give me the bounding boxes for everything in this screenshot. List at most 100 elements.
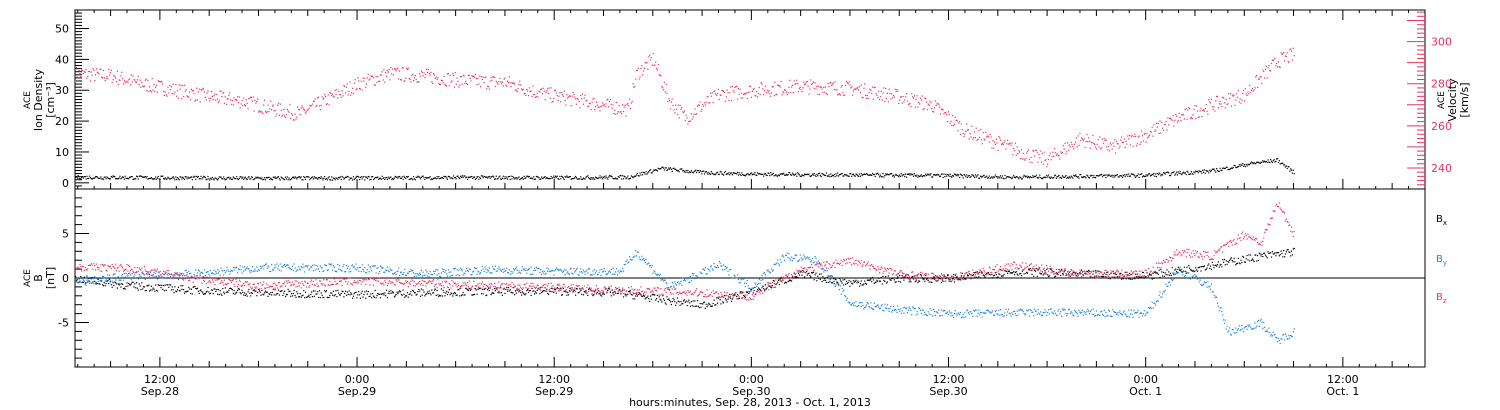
bx-series-point <box>106 280 108 282</box>
velocity-series-point <box>559 92 561 94</box>
by-series-point <box>425 269 427 271</box>
density-series-point <box>1272 160 1274 162</box>
velocity-series-point <box>641 65 643 67</box>
bx-series-point <box>204 293 206 295</box>
bx-series-point <box>405 295 407 297</box>
velocity-series-point <box>232 104 234 106</box>
by-series-point <box>266 267 268 269</box>
velocity-series-point <box>574 96 576 98</box>
by-series-point <box>505 269 507 272</box>
density-series-point <box>906 173 908 175</box>
density-series-point <box>1164 173 1166 175</box>
velocity-series-point <box>235 98 237 100</box>
by-series-point <box>98 277 100 279</box>
density-series-point <box>452 178 454 180</box>
velocity-series-point <box>564 100 566 102</box>
by-series-point <box>310 266 312 268</box>
bx-series-point <box>1207 264 1209 266</box>
bx-series-point <box>517 289 519 291</box>
density-series-point <box>459 177 461 180</box>
density-series-point <box>1203 169 1205 171</box>
bx-series-point <box>1228 261 1230 263</box>
density-series-point <box>568 176 570 178</box>
by-series-point <box>113 273 115 275</box>
velocity-series-point <box>388 69 390 71</box>
by-series-point <box>213 269 215 272</box>
by-series-point <box>208 273 210 275</box>
bx-series-point <box>955 276 957 278</box>
bx-series-point <box>1234 261 1236 263</box>
by-series-point <box>93 283 95 285</box>
density-series-point <box>1271 161 1273 164</box>
bx-series-point <box>596 291 598 294</box>
density-series-point <box>203 176 206 178</box>
density-series-point <box>1183 172 1185 174</box>
density-series-point <box>389 176 391 179</box>
bx-series-point <box>494 288 496 290</box>
density-series-point <box>394 175 396 177</box>
density-series-point <box>277 176 279 178</box>
by-series-point <box>395 273 397 276</box>
bx-series-point <box>1110 272 1112 274</box>
by-series-point <box>269 270 271 272</box>
by-series-point <box>298 266 300 268</box>
velocity-series-point <box>1076 146 1078 148</box>
density-series-point <box>1043 176 1045 178</box>
velocity-series-point <box>285 114 287 116</box>
density-series-point <box>667 168 669 171</box>
bx-series-point <box>286 294 288 296</box>
bx-series-point <box>1274 252 1276 254</box>
bx-series-point <box>703 301 705 304</box>
density-series-point <box>620 175 622 177</box>
density-series-point <box>365 176 367 178</box>
bx-series-point <box>387 292 389 294</box>
density-series-point <box>1158 172 1160 174</box>
density-series-point <box>241 177 243 179</box>
velocity-series-point <box>1101 138 1104 140</box>
velocity-series-point <box>159 81 161 83</box>
density-series-point <box>368 176 370 178</box>
velocity-series-point <box>390 67 392 69</box>
velocity-series-point <box>1092 134 1094 136</box>
velocity-series-point <box>653 64 655 67</box>
bx-series-point <box>739 291 741 293</box>
density-series-point <box>879 176 881 178</box>
velocity-series-point <box>1262 69 1264 71</box>
by-series-point <box>136 277 138 279</box>
density-series-point <box>1165 171 1167 174</box>
density-series-point <box>497 178 499 180</box>
by-series-point <box>296 269 298 271</box>
by-series-point <box>201 272 203 274</box>
velocity-series-point <box>1206 110 1208 112</box>
velocity-series-point <box>281 115 283 117</box>
density-series-point <box>743 174 745 176</box>
bx-series-point <box>573 290 575 292</box>
velocity-series-point <box>651 64 653 66</box>
velocity-series-point <box>1007 143 1010 145</box>
density-series-point <box>164 177 166 179</box>
velocity-series-point <box>1038 153 1040 155</box>
bx-series-point <box>534 291 537 293</box>
bx-series-point <box>283 292 285 294</box>
velocity-series-point <box>835 89 837 91</box>
bx-series-point <box>1026 271 1028 273</box>
density-series-point <box>203 175 205 177</box>
velocity-series-point <box>1213 106 1215 108</box>
density-series-point <box>494 178 496 180</box>
density-series-point <box>1081 176 1083 178</box>
density-series-point <box>881 176 883 178</box>
velocity-series-point <box>1216 95 1219 97</box>
velocity-series-point <box>997 149 999 151</box>
density-series-point <box>835 173 837 175</box>
velocity-series-point <box>373 84 375 86</box>
velocity-series-point <box>424 77 426 79</box>
bx-series-point <box>683 300 685 302</box>
bx-series-point <box>215 290 217 293</box>
density-series-point <box>810 175 812 177</box>
density-series-point <box>492 175 494 177</box>
bx-series-point <box>185 291 187 293</box>
density-series-point <box>178 179 180 181</box>
velocity-series-point <box>773 95 775 97</box>
by-series-point <box>250 271 252 273</box>
density-series-point <box>548 178 550 180</box>
